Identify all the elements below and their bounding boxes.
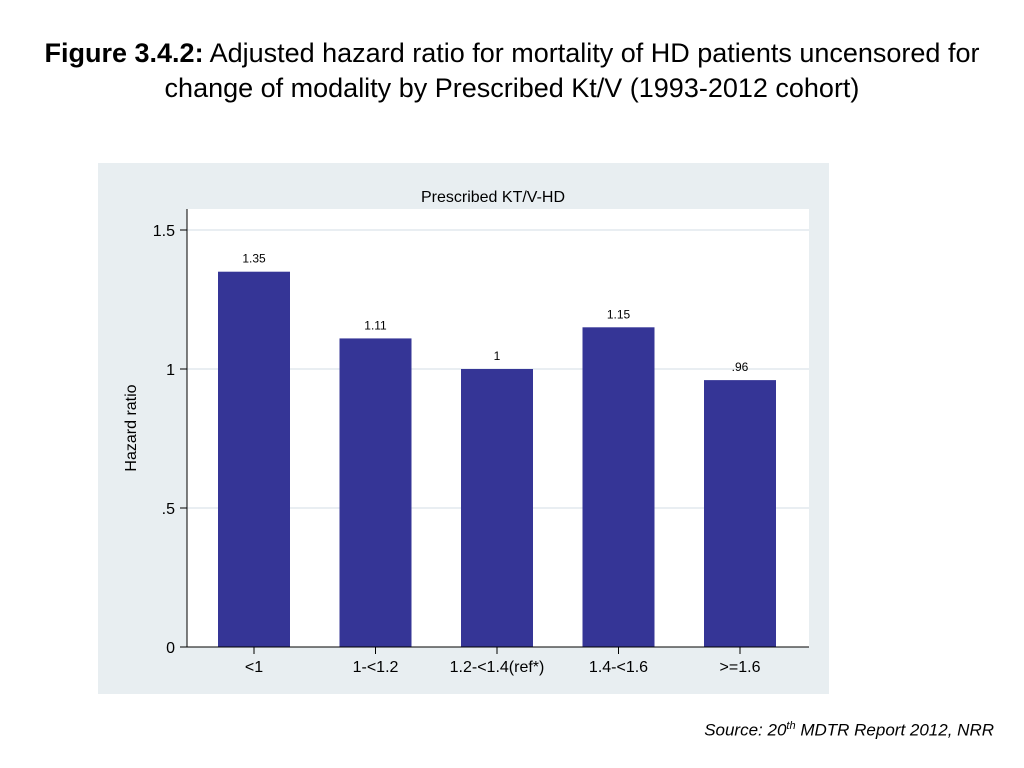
value-label: 1.11 [364,318,387,332]
bar [218,271,290,647]
bar [704,380,776,647]
figure-number: Figure 3.4.2: [44,38,204,68]
chart-title: Prescribed KT/V-HD [421,189,565,206]
x-tick-label: <1 [245,659,263,676]
y-tick-label: 1 [166,362,175,379]
y-ticks: 0 .5 1 1.5 [153,223,187,657]
y-tick-label: 0 [166,640,175,657]
value-label: 1.15 [607,307,631,321]
bar [339,338,412,647]
x-tick-label: 1.4-<1.6 [589,659,648,676]
value-labels: 1.35 1.11 1 1.15 .96 [242,252,748,374]
x-tick-label: >=1.6 [720,659,761,676]
y-tick-label: .5 [162,501,175,518]
bar [461,369,533,647]
value-label: 1.35 [242,252,266,266]
source-superscript: th [786,720,796,732]
source-suffix: MDTR Report 2012, NRR [795,720,994,740]
bar [582,327,655,647]
bars [218,271,776,647]
x-tick-label: 1.2-<1.4(ref*) [450,659,545,676]
value-label: 1 [494,349,501,363]
x-ticks: <1 1-<1.2 1.2-<1.4(ref*) 1.4-<1.6 >=1.6 [245,647,761,676]
y-tick-label: 1.5 [153,223,175,240]
figure-caption: Adjusted hazard ratio for mortality of H… [164,38,980,103]
source-prefix: Source: 20 [704,720,787,740]
value-label: .96 [732,360,749,374]
slide-title: Figure 3.4.2: Adjusted hazard ratio for … [40,36,984,106]
source-note: Source: 20th MDTR Report 2012, NRR [704,720,994,741]
y-axis-label: Hazard ratio [123,384,140,471]
chart-panel: 1.35 1.11 1 1.15 .96 0 .5 1 1.5 <1 1-<1.2 1.2-<1.… [98,163,829,694]
bar-chart: 1.35 1.11 1 1.15 .96 0 .5 1 1.5 <1 1-<1.2 1.2-<1.… [123,189,809,676]
x-tick-label: 1-<1.2 [353,659,399,676]
